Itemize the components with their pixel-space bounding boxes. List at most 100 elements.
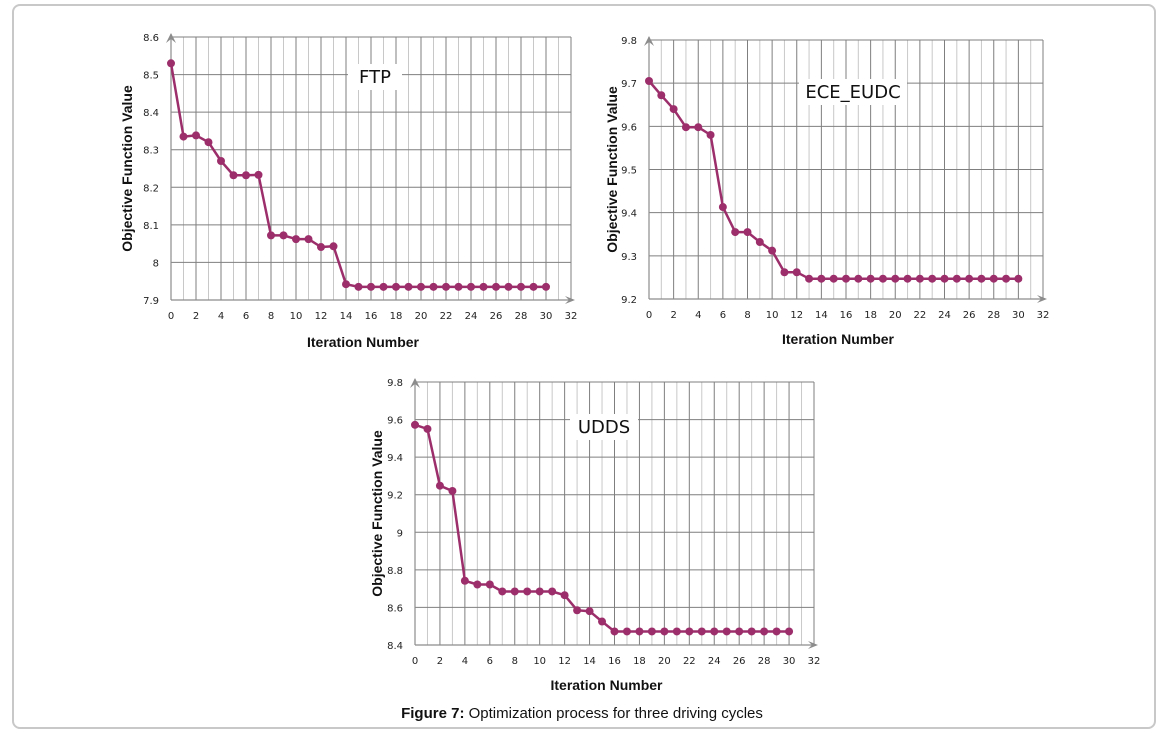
data-point-marker xyxy=(694,123,703,132)
data-point-marker xyxy=(952,274,961,283)
data-point-marker xyxy=(217,156,225,165)
x-axis-arrow-icon xyxy=(808,641,818,649)
data-point-marker xyxy=(635,627,644,636)
figure-frame xyxy=(12,4,1156,729)
data-point-marker xyxy=(254,170,263,179)
data-point-marker xyxy=(805,274,814,283)
x-tick-label: 4 xyxy=(218,311,224,322)
data-point-marker xyxy=(772,627,781,636)
y-tick-label: 9.6 xyxy=(621,122,637,133)
x-tick-label: 14 xyxy=(815,310,828,321)
data-point-marker xyxy=(735,627,744,636)
y-tick-label: 9.2 xyxy=(621,295,637,306)
data-point-marker xyxy=(891,274,900,283)
x-tick-label: 20 xyxy=(889,310,902,321)
x-tick-label: 10 xyxy=(766,310,779,321)
data-point-marker xyxy=(510,587,519,596)
data-point-marker xyxy=(460,576,469,585)
data-point-marker xyxy=(610,627,619,636)
data-point-marker xyxy=(903,274,912,283)
y-tick-label: 9.8 xyxy=(621,36,637,47)
data-point-marker xyxy=(498,587,507,596)
data-point-marker xyxy=(473,580,482,589)
chart-label-background xyxy=(348,64,402,90)
chart-title-label: UDDS xyxy=(578,417,630,438)
x-tick-label: 12 xyxy=(558,656,571,667)
data-point-marker xyxy=(517,282,525,291)
data-point-marker xyxy=(229,171,238,180)
data-point-marker xyxy=(560,591,569,600)
y-tick-label: 9.6 xyxy=(387,416,403,427)
x-tick-label: 6 xyxy=(720,310,726,321)
y-tick-label: 9.8 xyxy=(387,378,403,389)
x-tick-label: 2 xyxy=(437,656,443,667)
data-point-marker xyxy=(192,131,200,140)
y-tick-label: 9.4 xyxy=(621,209,637,220)
y-tick-label: 9.4 xyxy=(387,453,403,464)
data-point-marker xyxy=(940,274,949,283)
chart-label-background xyxy=(570,414,638,440)
data-point-marker xyxy=(304,235,313,244)
x-tick-label: 24 xyxy=(938,310,951,321)
x-tick-label: 0 xyxy=(646,310,652,321)
data-point-marker xyxy=(411,420,419,429)
y-tick-label: 9.3 xyxy=(621,252,637,263)
x-tick-label: 26 xyxy=(490,311,503,322)
data-point-marker xyxy=(573,606,582,615)
data-point-marker xyxy=(523,587,532,596)
x-tick-label: 0 xyxy=(412,656,418,667)
figure-caption: Figure 7: Optimization process for three… xyxy=(0,705,1164,722)
data-point-marker xyxy=(1002,274,1011,283)
data-point-marker xyxy=(706,130,715,139)
data-point-marker xyxy=(645,77,653,86)
data-point-marker xyxy=(292,235,300,244)
x-tick-label: 26 xyxy=(963,310,976,321)
data-point-marker xyxy=(429,282,438,291)
x-tick-label: 8 xyxy=(268,311,274,322)
data-point-marker xyxy=(685,627,694,636)
y-tick-label: 9.5 xyxy=(621,166,637,177)
y-tick-label: 8.8 xyxy=(387,566,403,577)
data-point-marker xyxy=(817,274,826,283)
x-tick-label: 10 xyxy=(533,656,546,667)
data-point-marker xyxy=(485,580,494,589)
caption-prefix: Figure 7: xyxy=(401,705,465,722)
y-tick-label: 9.2 xyxy=(387,491,403,502)
data-point-marker xyxy=(731,228,740,237)
data-point-marker xyxy=(915,274,924,283)
y-tick-label: 7.9 xyxy=(143,296,159,307)
data-point-marker xyxy=(367,282,375,291)
y-axis-title: Objective Function Value xyxy=(604,86,620,253)
data-point-marker xyxy=(657,91,666,100)
data-point-marker xyxy=(928,274,937,283)
x-tick-label: 12 xyxy=(315,311,328,322)
x-tick-label: 32 xyxy=(808,656,821,667)
data-point-marker xyxy=(542,282,550,291)
y-tick-label: 8.3 xyxy=(143,146,159,157)
x-tick-label: 16 xyxy=(365,311,378,322)
data-point-marker xyxy=(760,627,769,636)
x-axis-arrow-icon xyxy=(1037,295,1047,303)
data-point-marker xyxy=(768,246,777,255)
data-point-marker xyxy=(279,231,288,240)
data-point-marker xyxy=(267,231,275,240)
chart-title-label: ECE_EUDC xyxy=(805,82,900,103)
chart-ftp: 0 2 4 6 8 10 12 14 16 18 20 22 24 26 28 30 327.988.18.28… xyxy=(119,33,577,350)
x-tick-label: 16 xyxy=(840,310,853,321)
data-point-marker xyxy=(435,481,444,490)
x-axis-arrow-icon xyxy=(565,296,575,304)
x-tick-label: 30 xyxy=(783,656,796,667)
x-tick-label: 18 xyxy=(633,656,646,667)
x-tick-label: 8 xyxy=(744,310,750,321)
y-tick-label: 8.5 xyxy=(143,71,159,82)
data-point-marker xyxy=(404,282,413,291)
x-tick-label: 18 xyxy=(390,311,403,322)
data-point-marker xyxy=(317,243,325,252)
data-point-marker xyxy=(585,607,594,616)
chart-label-background xyxy=(799,79,907,105)
x-tick-label: 18 xyxy=(864,310,877,321)
data-point-marker xyxy=(504,282,513,291)
y-axis-arrow-icon xyxy=(410,378,420,388)
y-tick-label: 8 xyxy=(153,258,159,269)
data-point-marker xyxy=(722,627,731,636)
